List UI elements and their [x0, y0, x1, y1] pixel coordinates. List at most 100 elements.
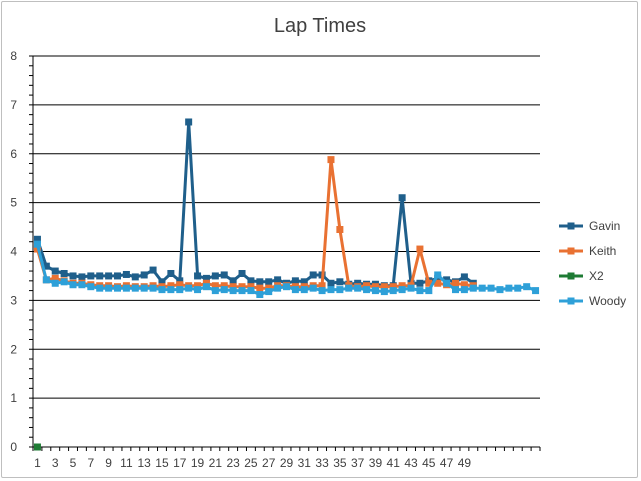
data-point-gavin: [309, 271, 317, 279]
legend-label-gavin: Gavin: [589, 219, 620, 233]
data-point-woody: [354, 284, 362, 292]
data-point-woody: [33, 240, 41, 248]
data-point-woody: [220, 286, 228, 294]
data-point-woody: [211, 287, 219, 295]
y-tick-label-5: 5: [10, 196, 17, 210]
data-point-keith: [211, 282, 219, 290]
legend: Gavin Keith X2 Woody: [559, 219, 626, 308]
data-point-woody: [532, 287, 540, 295]
data-point-woody: [69, 281, 77, 289]
x-tick-label-1: 1: [34, 456, 41, 470]
data-point-keith: [167, 282, 175, 290]
data-point-keith: [452, 279, 459, 287]
data-point-keith: [336, 226, 344, 234]
data-point-gavin: [114, 272, 121, 280]
data-point-gavin: [202, 274, 210, 282]
data-point-gavin: [167, 269, 175, 277]
chart-title: Lap Times: [274, 15, 366, 37]
data-point-woody: [363, 286, 371, 294]
y-tick-label-7: 7: [10, 98, 17, 112]
data-point-woody: [443, 279, 451, 287]
x-tick-label-17: 17: [173, 456, 187, 470]
data-point-gavin: [327, 279, 335, 287]
data-point-woody: [105, 284, 113, 292]
x-tick-label-37: 37: [351, 456, 365, 470]
data-point-woody: [469, 284, 477, 292]
data-point-woody: [114, 284, 121, 292]
legend-label-woody: Woody: [589, 294, 626, 308]
data-point-woody: [283, 283, 290, 291]
x-tick-label-33: 33: [315, 456, 329, 470]
data-point-gavin: [336, 278, 344, 286]
x-tick-label-3: 3: [52, 456, 59, 470]
data-point-gavin: [96, 272, 104, 280]
x-tick-label-5: 5: [70, 456, 77, 470]
data-point-woody: [149, 284, 157, 292]
data-point-woody: [96, 284, 104, 292]
data-point-gavin: [78, 273, 86, 281]
data-point-woody: [327, 286, 335, 294]
data-point-gavin: [416, 279, 424, 287]
data-point-woody: [42, 276, 50, 284]
data-point-woody: [389, 287, 397, 295]
data-point-keith: [363, 282, 371, 290]
data-point-gavin: [51, 267, 59, 275]
data-point-keith: [460, 281, 468, 289]
data-point-woody: [478, 284, 486, 292]
data-point-woody: [78, 281, 86, 289]
data-point-gavin: [158, 278, 166, 286]
x-tick-label-29: 29: [280, 456, 294, 470]
x-tick-label-7: 7: [87, 456, 94, 470]
data-point-gavin: [256, 278, 264, 286]
data-point-keith: [389, 283, 397, 291]
legend-marker-x2: [567, 272, 575, 280]
y-tick-label-3: 3: [10, 293, 17, 307]
data-point-woody: [176, 286, 184, 294]
data-point-woody: [167, 286, 175, 294]
y-tick-label-1: 1: [10, 391, 17, 405]
data-point-gavin: [220, 271, 228, 279]
data-point-keith: [238, 283, 246, 291]
data-point-keith: [247, 283, 255, 291]
x-tick-label-21: 21: [209, 456, 223, 470]
data-point-woody: [380, 288, 388, 296]
data-point-gavin: [149, 266, 157, 274]
data-point-woody: [336, 286, 344, 294]
gridlines: [33, 55, 540, 399]
data-point-keith: [371, 283, 379, 291]
data-point-woody: [318, 287, 326, 295]
y-tick-label-6: 6: [10, 147, 17, 161]
data-point-keith: [256, 284, 264, 292]
data-point-woody: [407, 284, 415, 292]
data-point-woody: [452, 286, 459, 294]
x-tick-label-41: 41: [387, 456, 401, 470]
data-point-gavin: [194, 272, 202, 280]
x-tick-label-23: 23: [226, 456, 240, 470]
data-point-keith: [425, 279, 433, 287]
data-point-woody: [202, 283, 210, 291]
data-point-woody: [514, 284, 522, 292]
data-point-woody: [51, 279, 59, 287]
data-point-gavin: [176, 277, 184, 285]
data-point-woody: [523, 283, 531, 291]
data-point-gavin: [42, 262, 50, 270]
x-tick-label-9: 9: [105, 456, 112, 470]
data-point-gavin: [122, 270, 130, 278]
data-point-woody: [416, 287, 424, 295]
x-tick-label-25: 25: [244, 456, 258, 470]
x-tick-label-13: 13: [138, 456, 152, 470]
x-tick-label-49: 49: [458, 456, 472, 470]
data-point-woody: [158, 286, 166, 294]
y-tick-label-4: 4: [10, 245, 17, 259]
legend-label-x2: X2: [589, 269, 604, 283]
data-point-gavin: [185, 118, 193, 126]
data-point-keith: [176, 281, 184, 289]
series-lines: [33, 118, 540, 451]
data-point-gavin: [69, 272, 77, 280]
data-point-woody: [496, 286, 504, 294]
data-point-woody: [460, 286, 468, 294]
data-point-gavin: [33, 235, 41, 243]
data-point-gavin: [300, 278, 308, 286]
data-point-woody: [345, 284, 353, 292]
